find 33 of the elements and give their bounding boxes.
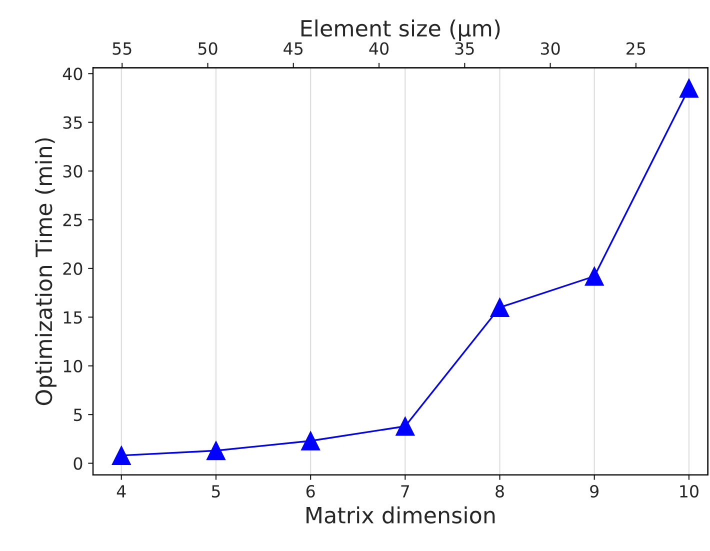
x2-tick-label: 30 [540, 42, 560, 55]
x2-tick-label: 45 [284, 42, 303, 55]
y-tick-label: 30 [63, 164, 82, 178]
y-tick-label: 5 [74, 408, 82, 422]
y-tick-label: 35 [63, 116, 82, 129]
x-tick-label: 8 [496, 484, 504, 498]
point [206, 441, 226, 460]
y-axis-title: Optimization Time (min) [35, 138, 57, 406]
x2-tick-label: 55 [112, 42, 132, 55]
x2-tick-label: 35 [455, 42, 474, 55]
y-tick-label: 20 [63, 262, 82, 276]
x-tick-label: 10 [680, 484, 698, 498]
x2-tick-label: 25 [626, 42, 646, 55]
y-tick-label: 15 [64, 311, 82, 324]
y-tick-label: 25 [63, 214, 82, 226]
x-tick-label: 5 [212, 485, 220, 498]
x2-tick-label: 40 [369, 42, 389, 55]
point [679, 78, 698, 98]
point [584, 266, 604, 286]
y-tick-label: 0 [74, 457, 82, 470]
x-tick-label: 6 [306, 484, 315, 498]
x2-axis-title: Element size (µm) [301, 19, 500, 41]
point [112, 446, 131, 466]
point [490, 298, 510, 317]
y-tick-label: 40 [62, 68, 82, 80]
x-axis-title: Matrix dimension [306, 506, 495, 524]
x2-tick-label: 50 [198, 42, 218, 55]
point [396, 416, 415, 436]
point [301, 431, 320, 450]
x-tick-label: 4 [116, 485, 126, 498]
x-tick-label: 9 [590, 484, 598, 498]
y-tick-label: 10 [64, 360, 82, 372]
x-tick-label: 7 [401, 485, 410, 498]
